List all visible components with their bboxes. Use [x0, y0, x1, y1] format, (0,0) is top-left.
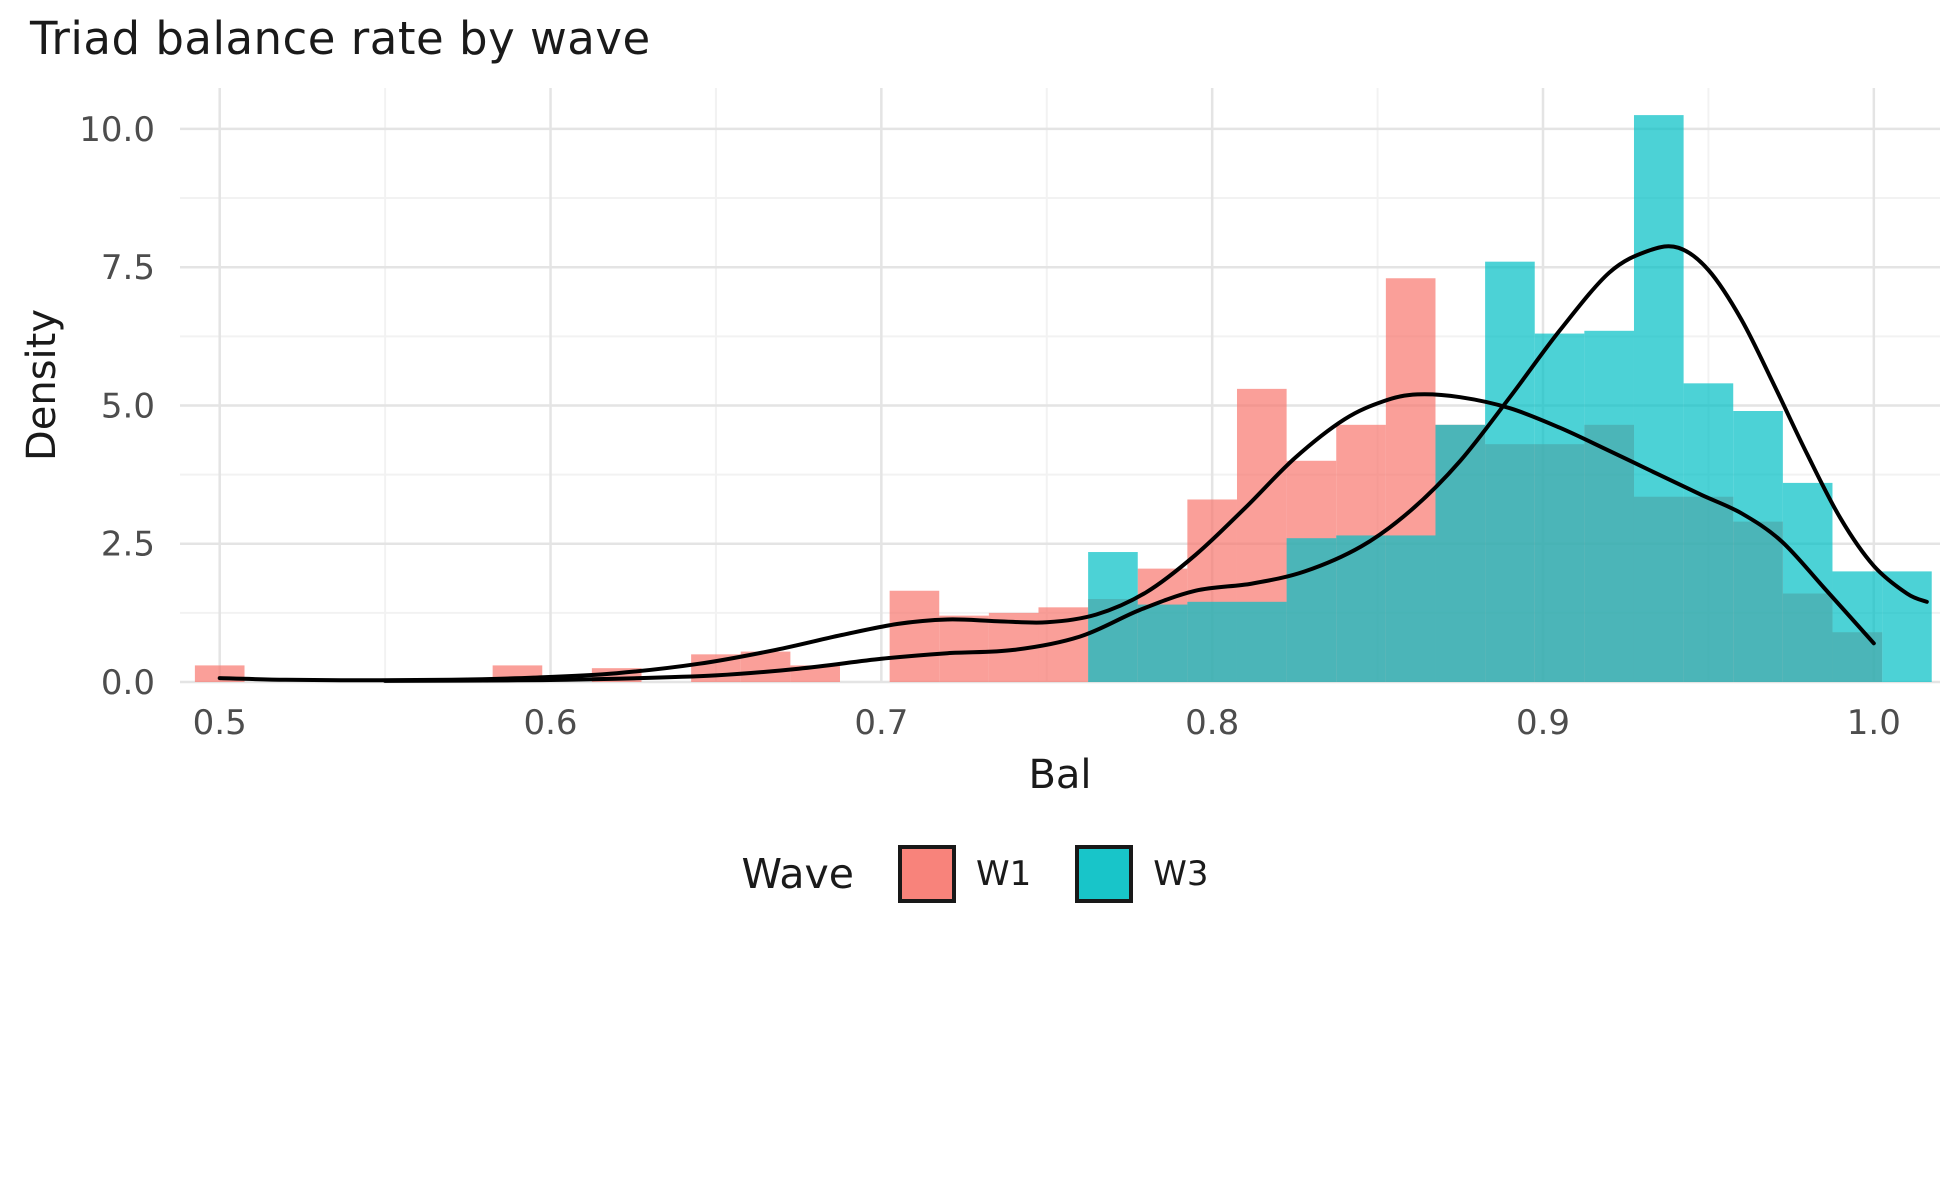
x-tick-label: 0.8: [1185, 703, 1239, 743]
density-curve-W3: [383, 244, 1929, 683]
y-axis-tick-labels: 0.0 2.5 5.0 7.5 10.0: [79, 110, 155, 703]
bar-W3: [1385, 535, 1436, 682]
bar-W3: [1435, 424, 1486, 682]
density-curve-W1: [217, 392, 1876, 683]
bar-W3: [1485, 261, 1535, 682]
legend-label-w3: W3: [1153, 854, 1209, 894]
bar-W3: [1236, 601, 1287, 682]
bar-W3: [1137, 604, 1188, 682]
bar-W3: [1534, 333, 1585, 682]
x-tick-label: 0.9: [1516, 703, 1570, 743]
legend-swatch-w3: [1075, 845, 1134, 903]
bar-W3: [1286, 538, 1337, 682]
bar-W3: [1882, 571, 1932, 682]
bar-W3: [1683, 383, 1734, 682]
y-tick-label: 10.0: [79, 110, 155, 150]
y-axis-title: Density: [19, 308, 65, 462]
histogram-bars-W3: [1088, 115, 1932, 682]
x-tick-label: 0.6: [523, 703, 577, 743]
x-tick-label: 0.7: [854, 703, 908, 743]
bar-W3: [1187, 601, 1237, 682]
bar-W1: [939, 615, 989, 682]
legend-title: Wave: [741, 850, 855, 898]
x-axis-tick-labels: 0.5 0.6 0.7 0.8 0.9 1.0: [193, 703, 1901, 743]
legend-item-w1: W1: [898, 845, 1031, 903]
bar-W3: [1633, 115, 1684, 682]
x-tick-label: 1.0: [1847, 703, 1901, 743]
legend: Wave W1 W3: [0, 845, 1950, 903]
x-tick-label: 0.5: [193, 703, 247, 743]
bar-W3: [1733, 410, 1783, 682]
y-tick-label: 2.5: [101, 525, 155, 565]
y-tick-label: 5.0: [101, 386, 155, 426]
legend-label-w1: W1: [976, 854, 1032, 894]
chart-title: Triad balance rate by wave: [30, 12, 651, 65]
bar-W3: [1088, 552, 1138, 682]
legend-item-w3: W3: [1075, 845, 1209, 903]
bar-W3: [1336, 535, 1386, 682]
y-tick-label: 0.0: [101, 663, 155, 703]
x-axis-title: Bal: [1028, 752, 1092, 798]
bar-W3: [1782, 482, 1833, 682]
bar-W3: [1584, 330, 1634, 682]
bar-W1: [889, 590, 940, 682]
y-tick-label: 7.5: [101, 248, 155, 288]
legend-swatch-w1: [898, 845, 957, 903]
